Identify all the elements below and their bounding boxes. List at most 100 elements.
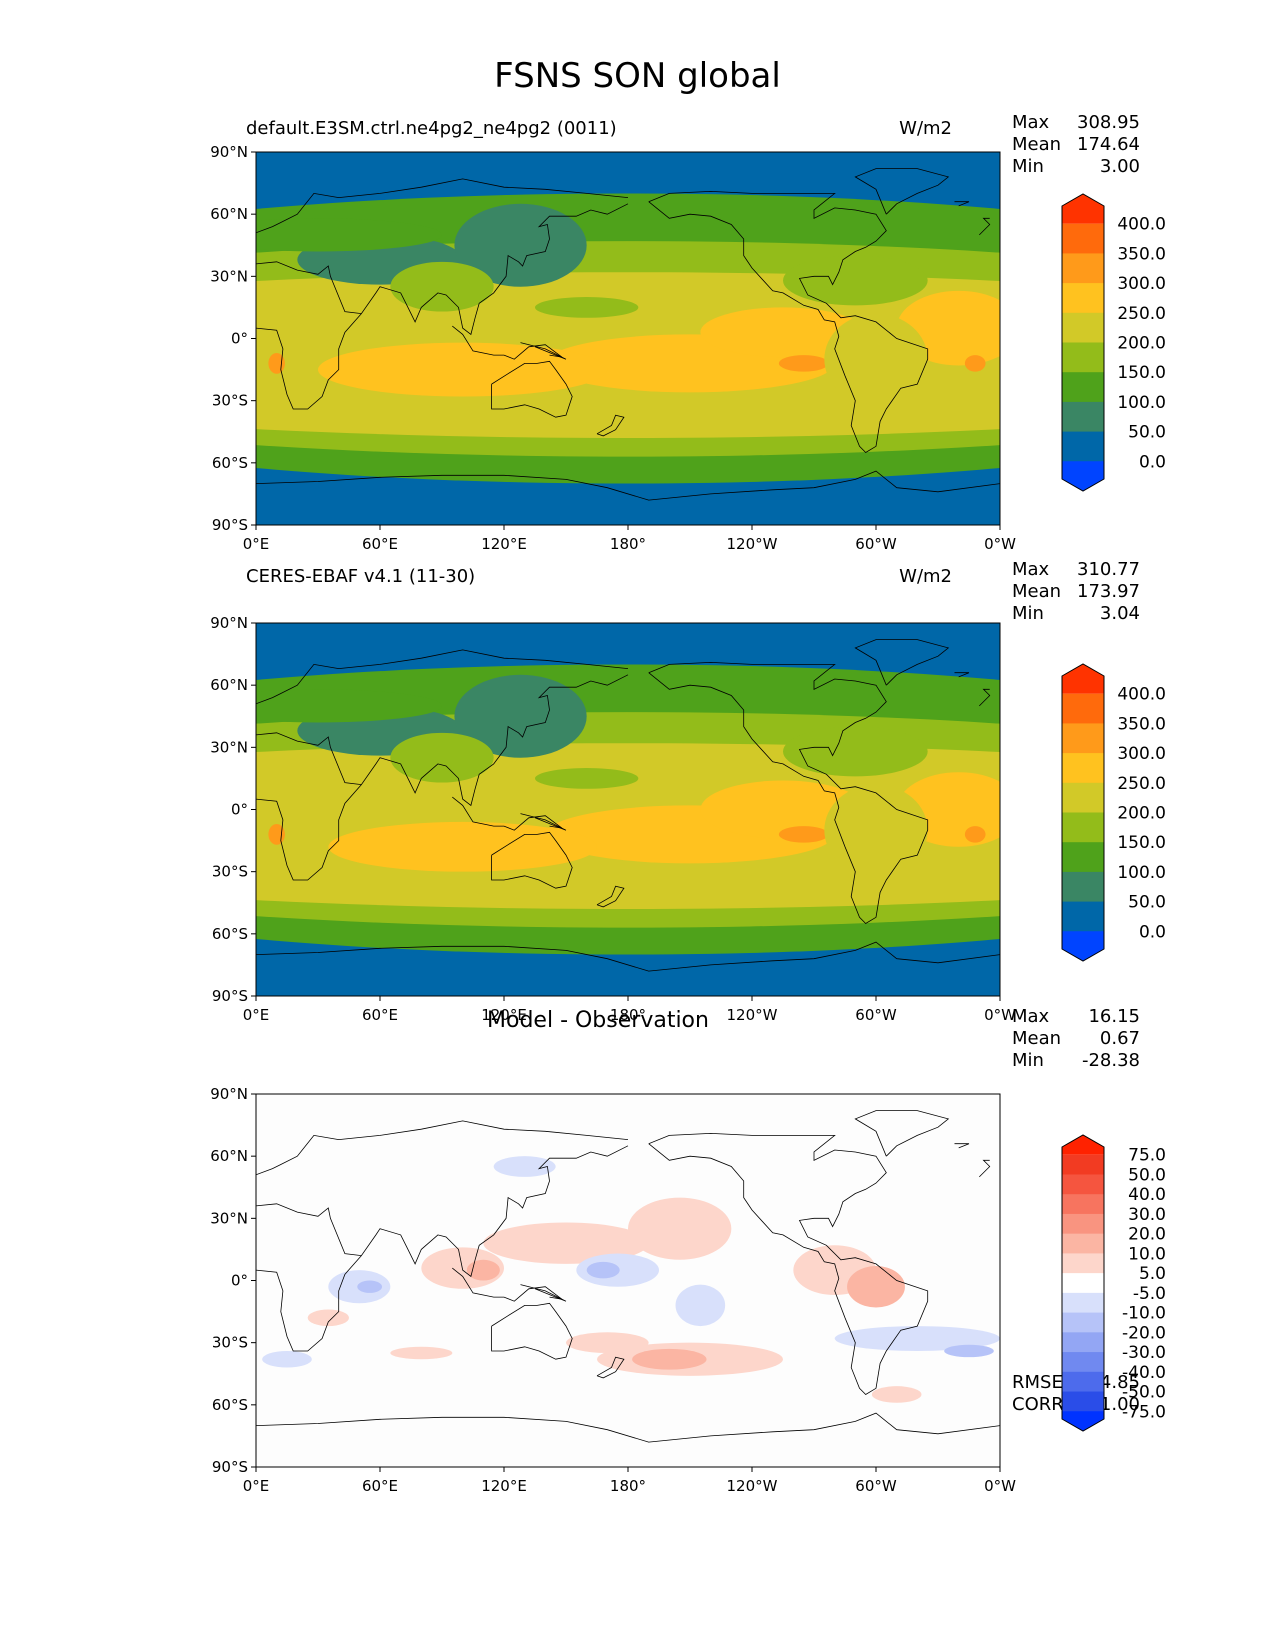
- corr-value: 1.00: [1099, 1394, 1140, 1415]
- colorbar-extend-top: [1062, 664, 1104, 694]
- coastline-5: [648, 661, 929, 925]
- y-tick-label: 30°S: [212, 392, 248, 410]
- difference-min-value: -28.38: [1081, 1050, 1140, 1071]
- diff-contour-7: [632, 1348, 707, 1370]
- coastline-7: [256, 1412, 1000, 1443]
- colorbar-tick-label: 100.0: [1117, 863, 1166, 883]
- colorbar-tick-label: 300.0: [1117, 744, 1166, 764]
- coastline-11: [979, 1159, 991, 1178]
- coastline-11: [979, 688, 991, 707]
- test-panel-stats: Max 308.95 Mean 174.64 Min 3.00: [1012, 112, 1140, 177]
- y-tick-label: 90°S: [212, 987, 248, 1005]
- test-mean-value: 174.64: [1077, 134, 1140, 155]
- colorbar-segment: [1062, 1233, 1104, 1254]
- difference-mean-value: 0.67: [1099, 1028, 1140, 1049]
- coastline-3: [491, 831, 573, 889]
- colorbar-tick-label: 50.0: [1128, 1165, 1166, 1185]
- colorbar-tick-label: -40.0: [1122, 1363, 1166, 1383]
- colorbar-tick-label: 400.0: [1117, 215, 1166, 235]
- colorbar-tick-label: 0.0: [1139, 452, 1166, 472]
- diff-contour-19: [944, 1344, 994, 1358]
- difference-max-value: 16.15: [1088, 1006, 1140, 1027]
- field-contour-13: [964, 826, 986, 843]
- x-tick-label: 60°E: [362, 535, 398, 553]
- coastline-4: [452, 796, 563, 831]
- diff-contour-3: [466, 1259, 500, 1281]
- x-tick-label: 120°W: [727, 1006, 778, 1024]
- diff-contour-0: [483, 1222, 649, 1264]
- colorbar-extend-bottom: [1062, 1411, 1104, 1431]
- field-contour-4: [454, 674, 587, 758]
- coastline-2: [256, 313, 362, 410]
- colorbar-tick-label: 50.0: [1128, 893, 1166, 913]
- test-max-value: 308.95: [1077, 112, 1140, 133]
- diff-contour-18: [834, 1326, 1000, 1351]
- figure-title: FSNS SON global: [494, 56, 781, 96]
- x-tick-label: 120°E: [481, 1006, 527, 1024]
- field-contour-14: [390, 732, 494, 783]
- coastline-3: [491, 1302, 573, 1360]
- y-tick-label: 30°N: [210, 738, 248, 756]
- colorbar-tick-label: 250.0: [1117, 774, 1166, 794]
- colorbar-outline: [1061, 1134, 1105, 1432]
- y-tick-label: 60°S: [212, 1396, 248, 1414]
- test-panel-title: default.E3SM.ctrl.ne4pg2_ne4pg2 (0011): [246, 118, 617, 139]
- field-contour-11: [778, 355, 829, 372]
- colorbar-tick-label: 200.0: [1117, 804, 1166, 824]
- reference-panel-units: W/m2: [899, 566, 952, 587]
- colorbar-segment: [1062, 723, 1104, 754]
- y-tick-label: 60°S: [212, 454, 248, 472]
- test-field: [256, 152, 1000, 525]
- coastline-0: [256, 178, 629, 234]
- difference-panel-stats: Max 16.15 Mean 0.67 Min -28.38: [1012, 1006, 1140, 1071]
- test-panel-units: W/m2: [899, 118, 952, 139]
- field-contour-15: [783, 255, 928, 306]
- diff-contour-17: [493, 1156, 556, 1177]
- y-tick-label: 0°: [231, 1272, 248, 1290]
- coastline-8: [596, 1356, 625, 1379]
- colorbar-segment: [1062, 1352, 1104, 1373]
- coastline-0: [256, 649, 629, 705]
- colorbar-segment: [1062, 1213, 1104, 1235]
- reference-field: [256, 623, 1000, 996]
- x-tick-label: 120°W: [727, 1477, 778, 1495]
- coastline-9: [520, 1284, 567, 1302]
- x-tick-label: 60°E: [362, 1006, 398, 1024]
- test-colorbar: 400.0 350.0 300.0 250.0 200.0 150.0 100.0 50.0 0…: [1061, 193, 1166, 492]
- x-tick-label: 60°W: [855, 1477, 897, 1495]
- colorbar-segment: [1062, 253, 1104, 284]
- colorbar-tick-label: 20.0: [1128, 1225, 1166, 1245]
- colorbar-tick-label: 250.0: [1117, 304, 1166, 324]
- x-tick-label: 120°W: [727, 535, 778, 553]
- difference-coastlines: [256, 1110, 1000, 1443]
- colorbar-segment: [1062, 782, 1104, 813]
- colorbar-segment: [1062, 871, 1104, 903]
- colorbar-tick-label: 300.0: [1117, 274, 1166, 294]
- reference-mean-value: 173.97: [1077, 581, 1140, 602]
- test-map: 0°E 60°E 120°E 180° 120°W 60°W 0°W 90°N 60°N 30°N…: [210, 143, 1166, 553]
- field-contour-10: [535, 297, 639, 318]
- coastline-7: [256, 470, 1000, 501]
- field-contour-16: [824, 313, 928, 405]
- colorbar-extend-bottom: [1062, 931, 1104, 961]
- colorbar-tick-label: 100.0: [1117, 393, 1166, 413]
- diff-contour-1: [628, 1197, 732, 1260]
- coastline-10: [954, 201, 970, 207]
- colorbar-tick-label: 10.0: [1128, 1244, 1166, 1264]
- colorbar-segment: [1062, 431, 1104, 462]
- y-tick-label: 60°N: [210, 1147, 248, 1165]
- colorbar-tick-label: 5.0: [1139, 1264, 1166, 1284]
- reference-max-value: 310.77: [1077, 559, 1140, 580]
- coastline-1: [256, 1145, 629, 1278]
- coastline-4: [452, 1267, 563, 1302]
- x-tick-label: 180°: [610, 1006, 646, 1024]
- colorbar-tick-label: -75.0: [1122, 1402, 1166, 1422]
- x-tick-label: 60°W: [855, 1006, 897, 1024]
- coastline-6: [854, 639, 950, 686]
- colorbar-segment: [1062, 1154, 1104, 1175]
- difference-error-stats: RMSE 4.85 CORR 1.00: [1012, 1372, 1140, 1415]
- field-contour-15: [783, 726, 928, 777]
- colorbar-tick-label: 400.0: [1117, 685, 1166, 705]
- x-tick-label: 0°W: [984, 1006, 1016, 1024]
- field-contour-8: [328, 821, 597, 872]
